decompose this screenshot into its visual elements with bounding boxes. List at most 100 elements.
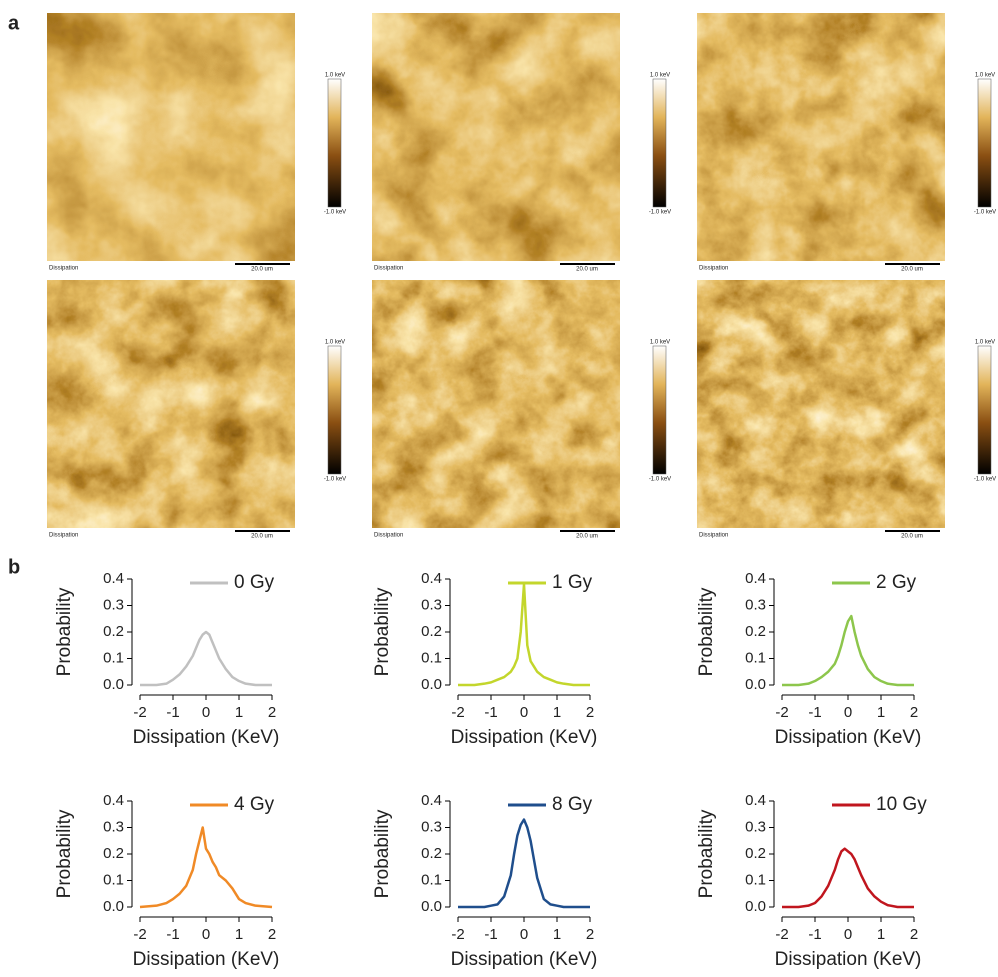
x-tick-label: -2	[133, 704, 146, 721]
y-tick-label: 0.1	[103, 871, 124, 888]
y-tick-label: 0.3	[103, 818, 124, 835]
legend-label: 10 Gy	[876, 794, 927, 815]
colorbar-min: -1.0 keV	[324, 210, 346, 216]
x-tick-label: -2	[451, 926, 464, 943]
colorbar-min: -1.0 keV	[649, 210, 671, 216]
y-tick-label: 0.0	[745, 898, 766, 915]
x-tick-label: -1	[808, 926, 821, 943]
colorbar-min: -1.0 keV	[324, 477, 346, 483]
legend-label: 4 Gy	[234, 794, 275, 815]
y-tick-label: 0.1	[745, 649, 766, 666]
x-tick-label: -1	[166, 926, 179, 943]
x-tick-label: 1	[877, 926, 885, 943]
data-line	[782, 616, 914, 685]
x-axis-label: Dissipation (KeV)	[133, 727, 280, 748]
x-tick-label: 2	[586, 926, 594, 943]
micrograph	[372, 13, 620, 261]
x-tick-label: -1	[808, 704, 821, 721]
x-tick-label: 0	[202, 704, 210, 721]
colorbar-max: 1.0 keV	[325, 73, 345, 79]
micrograph	[47, 13, 295, 261]
data-line	[458, 584, 590, 685]
y-axis-label: Probability	[696, 809, 717, 898]
image-caption: Dissipation	[374, 533, 403, 539]
y-tick-label: 0.3	[745, 596, 766, 613]
y-tick-label: 0.0	[421, 898, 442, 915]
colorbar-max: 1.0 keV	[975, 73, 995, 79]
colorbar	[328, 79, 341, 207]
y-tick-label: 0.1	[421, 649, 442, 666]
legend-label: 0 Gy	[234, 572, 275, 593]
x-tick-label: 0	[844, 926, 852, 943]
y-tick-label: 0.2	[103, 623, 124, 640]
scale-label: 20.0 um	[251, 534, 273, 540]
image-caption: Dissipation	[699, 266, 728, 272]
y-tick-label: 0.1	[745, 871, 766, 888]
micrograph	[697, 13, 945, 261]
y-axis-label: Probability	[372, 809, 393, 898]
data-line	[140, 632, 272, 685]
micrograph	[697, 280, 945, 528]
y-tick-label: 0.0	[103, 898, 124, 915]
scale-label: 20.0 um	[576, 534, 598, 540]
x-axis-label: Dissipation (KeV)	[775, 727, 922, 748]
x-axis-label: Dissipation (KeV)	[451, 727, 598, 748]
colorbar-min: -1.0 keV	[974, 210, 996, 216]
y-tick-label: 0.4	[103, 570, 124, 587]
y-axis-label: Probability	[54, 587, 75, 676]
x-tick-label: 2	[910, 704, 918, 721]
x-tick-label: 1	[235, 926, 243, 943]
x-tick-label: 2	[268, 926, 276, 943]
y-axis-label: Probability	[54, 809, 75, 898]
x-tick-label: 2	[586, 704, 594, 721]
x-tick-label: 1	[235, 704, 243, 721]
x-tick-label: 0	[844, 704, 852, 721]
x-axis-label: Dissipation (KeV)	[133, 949, 280, 970]
y-tick-label: 0.2	[745, 845, 766, 862]
colorbar-max: 1.0 keV	[325, 340, 345, 346]
data-line	[140, 828, 272, 908]
y-tick-label: 0.2	[103, 845, 124, 862]
y-tick-label: 0.4	[421, 570, 442, 587]
scale-label: 20.0 um	[901, 534, 923, 540]
x-axis-label: Dissipation (KeV)	[775, 949, 922, 970]
x-axis-label: Dissipation (KeV)	[451, 949, 598, 970]
x-tick-label: -2	[775, 926, 788, 943]
x-tick-label: 2	[910, 926, 918, 943]
x-tick-label: 2	[268, 704, 276, 721]
y-tick-label: 0.3	[421, 818, 442, 835]
figure: a b Dissipation 20.0 um 1.0 keV -1.0 keV Dis…	[0, 0, 998, 972]
micrograph	[47, 280, 295, 528]
legend-label: 1 Gy	[552, 572, 593, 593]
micrograph	[372, 280, 620, 528]
y-tick-label: 0.3	[421, 596, 442, 613]
y-tick-label: 0.4	[103, 792, 124, 809]
colorbar-max: 1.0 keV	[650, 340, 670, 346]
y-tick-label: 0.2	[745, 623, 766, 640]
data-line	[458, 820, 590, 907]
x-tick-label: 0	[202, 926, 210, 943]
colorbar	[978, 346, 991, 474]
panel-label: a	[8, 12, 20, 34]
panel-label: b	[8, 556, 20, 578]
x-tick-label: 1	[553, 926, 561, 943]
scale-label: 20.0 um	[576, 267, 598, 273]
x-tick-label: -2	[775, 704, 788, 721]
legend-label: 8 Gy	[552, 794, 593, 815]
image-caption: Dissipation	[374, 266, 403, 272]
y-axis-label: Probability	[696, 587, 717, 676]
x-tick-label: -1	[484, 926, 497, 943]
y-tick-label: 0.4	[745, 570, 766, 587]
y-tick-label: 0.4	[421, 792, 442, 809]
image-caption: Dissipation	[49, 266, 78, 272]
y-tick-label: 0.2	[421, 845, 442, 862]
colorbar-max: 1.0 keV	[975, 340, 995, 346]
y-tick-label: 0.2	[421, 623, 442, 640]
y-tick-label: 0.3	[103, 596, 124, 613]
y-tick-label: 0.4	[745, 792, 766, 809]
colorbar-min: -1.0 keV	[649, 477, 671, 483]
y-tick-label: 0.0	[103, 676, 124, 693]
y-tick-label: 0.3	[745, 818, 766, 835]
x-tick-label: 1	[877, 704, 885, 721]
y-tick-label: 0.0	[421, 676, 442, 693]
